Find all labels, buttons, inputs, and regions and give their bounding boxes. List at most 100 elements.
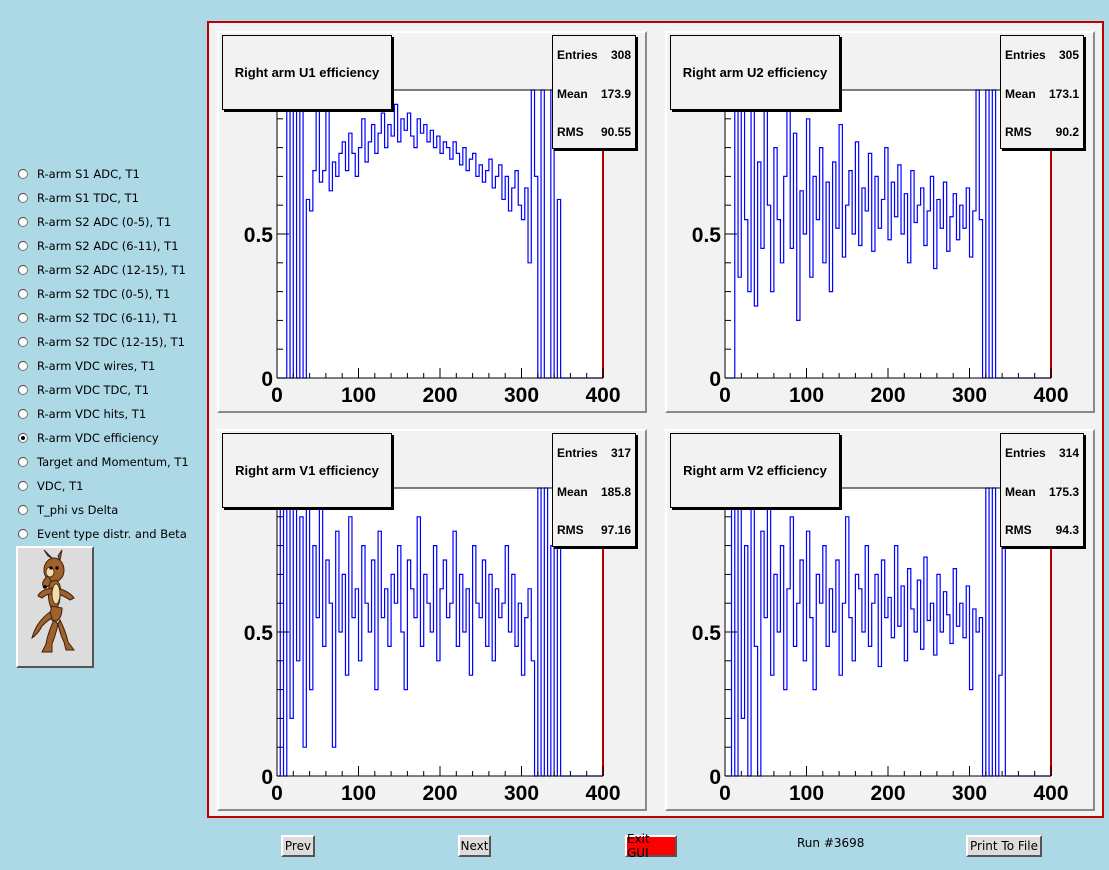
radio-option-label: R-arm S1 ADC, T1 — [37, 167, 140, 181]
radio-unchecked-icon[interactable] — [18, 169, 28, 179]
radio-option-label: R-arm S2 TDC (6-11), T1 — [37, 311, 178, 325]
histogram-plot: 0 100 200 300 400 0 0.5 — [692, 89, 1069, 407]
stats-key: RMS — [557, 523, 584, 537]
x-tick-label: 300 — [504, 782, 539, 805]
stats-value: 305 — [1058, 48, 1079, 62]
stats-value: 175.3 — [1048, 485, 1079, 499]
stats-value: 308 — [610, 48, 631, 62]
efficiency-series-line — [277, 89, 603, 379]
stats-box: Entries 308 Mean 173.9 RMS 90.55 — [552, 35, 636, 149]
next-button[interactable]: Next — [458, 835, 491, 857]
pad-v2-efficiency: 0 100 200 300 400 0 0.5 Right arm V2 efficiency… — [665, 429, 1095, 811]
radio-option[interactable]: R-arm S1 TDC, T1 — [18, 186, 203, 210]
y-tick-label: 0.5 — [692, 622, 722, 645]
stats-row: RMS 94.3 — [1005, 523, 1079, 539]
radio-option[interactable]: Target and Momentum, T1 — [18, 450, 203, 474]
stats-value: 314 — [1058, 446, 1079, 460]
radio-option[interactable]: R-arm S2 ADC (0-5), T1 — [18, 210, 203, 234]
radio-option[interactable]: R-arm VDC TDC, T1 — [18, 378, 203, 402]
radio-option[interactable]: R-arm S2 TDC (6-11), T1 — [18, 306, 203, 330]
radio-unchecked-icon[interactable] — [18, 241, 28, 251]
x-tick-label: 100 — [789, 782, 824, 805]
stats-box: Entries 305 Mean 173.1 RMS 90.2 — [1000, 35, 1084, 149]
histogram-title: Right arm V2 efficiency — [670, 433, 840, 508]
histogram-title: Right arm U1 efficiency — [222, 35, 392, 110]
stats-key: Mean — [557, 87, 588, 101]
radio-option[interactable]: R-arm VDC hits, T1 — [18, 402, 203, 426]
radio-option[interactable]: Event type distr. and Beta — [18, 522, 203, 546]
radio-option[interactable]: R-arm VDC efficiency — [18, 426, 203, 450]
stats-row: Mean 185.8 — [557, 485, 631, 501]
radio-option[interactable]: R-arm S1 ADC, T1 — [18, 162, 203, 186]
radio-unchecked-icon[interactable] — [18, 217, 28, 227]
radio-unchecked-icon[interactable] — [18, 265, 28, 275]
radio-option-label: R-arm VDC hits, T1 — [37, 407, 147, 421]
print-to-file-button[interactable]: Print To File — [966, 835, 1042, 857]
x-tick-label: 400 — [585, 384, 620, 407]
radio-option-label: R-arm VDC efficiency — [37, 431, 159, 445]
radio-option[interactable]: R-arm S2 ADC (6-11), T1 — [18, 234, 203, 258]
exit-gui-button[interactable]: Exit GUI — [625, 832, 677, 860]
x-tick-label: 100 — [789, 384, 824, 407]
stats-key: Entries — [557, 446, 598, 460]
pad-u2-efficiency: 0 100 200 300 400 0 0.5 Right arm U2 efficiency… — [665, 31, 1095, 413]
radio-option[interactable]: VDC, T1 — [18, 474, 203, 498]
pad-v1-efficiency: 0 100 200 300 400 0 0.5 Right arm V1 efficiency… — [217, 429, 647, 811]
radio-option[interactable]: R-arm S2 TDC (0-5), T1 — [18, 282, 203, 306]
radio-unchecked-icon[interactable] — [18, 457, 28, 467]
stats-key: RMS — [1005, 125, 1032, 139]
radio-unchecked-icon[interactable] — [18, 289, 28, 299]
x-tick-label: 0 — [719, 782, 731, 805]
radio-option-label: R-arm S2 ADC (12-15), T1 — [37, 263, 186, 277]
histogram-plot: 0 100 200 300 400 0 0.5 — [244, 89, 621, 407]
stats-key: Mean — [1005, 87, 1036, 101]
x-tick-label: 400 — [1033, 782, 1068, 805]
y-tick-label: 0.5 — [244, 622, 274, 645]
radio-unchecked-icon[interactable] — [18, 385, 28, 395]
radio-unchecked-icon[interactable] — [18, 481, 28, 491]
stats-key: Entries — [557, 48, 598, 62]
stats-box: Entries 314 Mean 175.3 RMS 94.3 — [1000, 433, 1084, 547]
stats-value: 173.1 — [1048, 87, 1079, 101]
stats-row: RMS 90.2 — [1005, 125, 1079, 141]
stats-value: 173.9 — [600, 87, 631, 101]
stats-row: Mean 175.3 — [1005, 485, 1079, 501]
radio-option-label: R-arm S2 ADC (6-11), T1 — [37, 239, 179, 253]
stats-row: Entries 317 — [557, 446, 631, 462]
radio-option[interactable]: T_phi vs Delta — [18, 498, 203, 522]
stats-row: Mean 173.9 — [557, 87, 631, 103]
x-tick-label: 300 — [952, 384, 987, 407]
radio-option-label: R-arm S1 TDC, T1 — [37, 191, 139, 205]
coyote-logo-button[interactable] — [16, 546, 94, 668]
radio-unchecked-icon[interactable] — [18, 505, 28, 515]
x-tick-label: 200 — [422, 782, 457, 805]
stats-row: Entries 308 — [557, 48, 631, 64]
radio-option-label: R-arm VDC TDC, T1 — [37, 383, 150, 397]
radio-unchecked-icon[interactable] — [18, 193, 28, 203]
stats-key: Mean — [557, 485, 588, 499]
radio-unchecked-icon[interactable] — [18, 313, 28, 323]
radio-option[interactable]: R-arm S2 ADC (12-15), T1 — [18, 258, 203, 282]
y-tick-label: 0 — [261, 766, 273, 789]
stats-value: 90.2 — [1055, 125, 1079, 139]
x-tick-label: 0 — [719, 384, 731, 407]
prev-button[interactable]: Prev — [281, 835, 315, 857]
radio-unchecked-icon[interactable] — [18, 529, 28, 539]
radio-option-label: Target and Momentum, T1 — [37, 455, 189, 469]
x-tick-label: 200 — [870, 384, 905, 407]
stats-value: 185.8 — [600, 485, 631, 499]
x-tick-label: 0 — [271, 384, 283, 407]
run-number-label: Run #3698 — [797, 836, 865, 850]
radio-option[interactable]: R-arm S2 TDC (12-15), T1 — [18, 330, 203, 354]
radio-unchecked-icon[interactable] — [18, 337, 28, 347]
efficiency-series-line — [725, 487, 1051, 777]
radio-unchecked-icon[interactable] — [18, 409, 28, 419]
x-tick-label: 400 — [1033, 384, 1068, 407]
y-tick-label: 0 — [261, 368, 273, 391]
radio-checked-icon[interactable] — [18, 433, 28, 443]
stats-key: Mean — [1005, 485, 1036, 499]
radio-unchecked-icon[interactable] — [18, 361, 28, 371]
stats-value: 94.3 — [1055, 523, 1079, 537]
radio-option[interactable]: R-arm VDC wires, T1 — [18, 354, 203, 378]
stats-row: Entries 314 — [1005, 446, 1079, 462]
